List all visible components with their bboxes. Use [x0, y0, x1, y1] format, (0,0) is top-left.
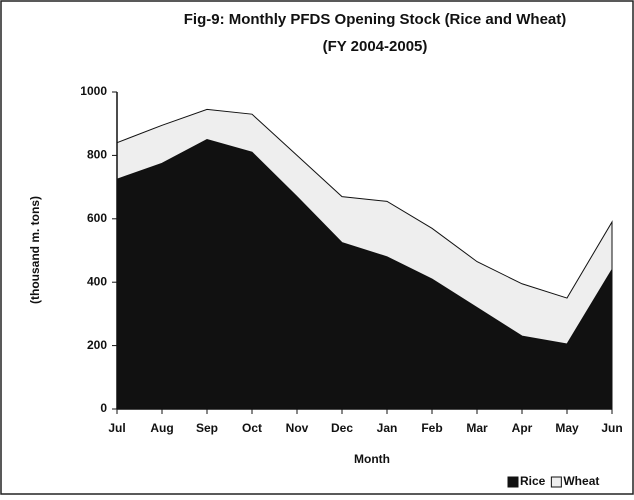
x-tick-label: Mar [466, 421, 488, 435]
legend-label: Rice [520, 474, 546, 488]
y-tick-label: 600 [87, 211, 107, 225]
x-tick-label: May [555, 421, 579, 435]
area [116, 108, 613, 345]
chart-title: Fig-9: Monthly PFDS Opening Stock (Rice … [184, 11, 567, 28]
y-axis-label: (thousand m. tons) [28, 196, 42, 304]
legend-label: Wheat [563, 474, 599, 488]
x-tick-label: Jul [108, 421, 125, 435]
y-tick-label: 800 [87, 148, 107, 162]
legend-swatch [507, 476, 519, 488]
area [116, 139, 613, 410]
x-tick-label: Jan [377, 421, 398, 435]
y-tick-label: 1000 [80, 84, 107, 98]
x-tick-label: Nov [286, 421, 309, 435]
y-tick-label: 400 [87, 274, 107, 288]
x-tick-label: Sep [196, 421, 218, 435]
chart-subtitle: (FY 2004-2005) [323, 38, 428, 55]
x-tick-label: Aug [150, 421, 173, 435]
x-tick-label: Oct [242, 421, 262, 435]
x-tick-label: Dec [331, 421, 353, 435]
x-tick-label: Jun [601, 421, 622, 435]
x-tick-label: Apr [512, 421, 533, 435]
y-tick-label: 200 [87, 338, 107, 352]
legend-swatch [550, 476, 562, 488]
y-tick-label: 0 [100, 401, 107, 415]
x-axis-label: Month [354, 452, 390, 466]
x-tick-label: Feb [421, 421, 442, 435]
